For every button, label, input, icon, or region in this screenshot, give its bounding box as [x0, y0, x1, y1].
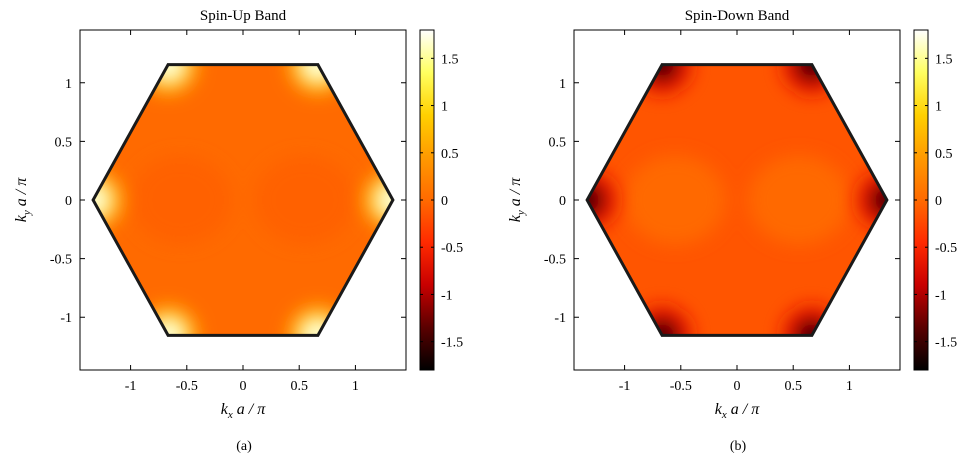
heatmap-lobes	[624, 155, 850, 245]
y-tick-label: 0.5	[55, 135, 73, 150]
colorbar-tick-label: 1	[935, 100, 942, 115]
y-tick-label: 1	[65, 77, 72, 92]
brillouin-zone-boundary	[585, 63, 889, 337]
colorbar-tick-label: -1	[935, 288, 947, 303]
heatmap-lobe-left	[130, 155, 232, 245]
y-axis-label: ky a / π	[507, 177, 527, 222]
x-tick-label: -1	[125, 379, 137, 394]
y-tick-label: 1	[559, 77, 566, 92]
colorbar-tick-label: 0	[441, 194, 448, 209]
colorbar-tick-label: -1.5	[935, 336, 957, 351]
y-tick-label: -1	[554, 311, 566, 326]
y-tick-label: 0.5	[549, 135, 567, 150]
x-tick-label: 0	[734, 379, 741, 394]
panel-a: Spin-Up Band -1 -0.5 0 0.5 1 -1 -0.5 0 0.5 1 kx a /…	[13, 8, 463, 454]
colorbar-tick-label: 0.5	[935, 147, 953, 162]
colorbar-tick-label: 1.5	[441, 52, 459, 67]
y-tick-label: -0.5	[50, 253, 72, 268]
x-tick-label: -1	[619, 379, 631, 394]
chart-title: Spin-Down Band	[685, 8, 790, 24]
colorbar-tick-label: 1	[441, 100, 448, 115]
x-tick-label: 1	[846, 379, 853, 394]
y-axis-label: ky a / π	[13, 177, 33, 222]
colorbar: -1.5 -1 -0.5 0 0.5 1 1.5	[419, 29, 463, 371]
heatmap	[587, 64, 887, 336]
heatmap-lobe-right	[254, 155, 356, 245]
colorbar: -1.5 -1 -0.5 0 0.5 1 1.5	[913, 29, 957, 371]
colorbar-tick-label: -1	[441, 288, 453, 303]
y-tick-label: -1	[60, 311, 72, 326]
x-tick-label: -0.5	[670, 379, 692, 394]
x-tick-label: 0	[240, 379, 247, 394]
colorbar-tick-label: 0.5	[441, 147, 459, 162]
heatmap-background	[587, 64, 887, 336]
y-tick-label: -0.5	[544, 253, 566, 268]
colorbar-tick-label: -0.5	[935, 241, 957, 256]
heatmap-lobe-right	[748, 155, 850, 245]
colorbar-tick-label: 0	[935, 194, 942, 209]
chart-title: Spin-Up Band	[200, 8, 287, 24]
panel-caption: (a)	[236, 439, 252, 454]
brillouin-zone-boundary	[91, 63, 395, 337]
y-tick-label: 0	[65, 194, 72, 209]
colorbar-tick-label: -0.5	[441, 241, 463, 256]
x-tick-label: -0.5	[176, 379, 198, 394]
x-tick-label: 1	[352, 379, 359, 394]
colorbar-tick-label: -1.5	[441, 336, 463, 351]
x-tick-label: 0.5	[290, 379, 308, 394]
y-tick-label: 0	[559, 194, 566, 209]
panel-b: Spin-Down Band -1 -0.5 0 0.5 1 -1 -0.5 0 0.5 1 kx a…	[507, 8, 957, 454]
heatmap-background	[93, 64, 393, 336]
x-tick-label: 0.5	[784, 379, 802, 394]
colorbar-tick-label: 1.5	[935, 52, 953, 67]
x-axis-label: kx a / π	[715, 401, 760, 421]
heatmap-lobes	[130, 155, 356, 245]
panel-caption: (b)	[730, 439, 747, 454]
heatmap-lobe-left	[624, 155, 726, 245]
x-axis-label: kx a / π	[221, 401, 266, 421]
